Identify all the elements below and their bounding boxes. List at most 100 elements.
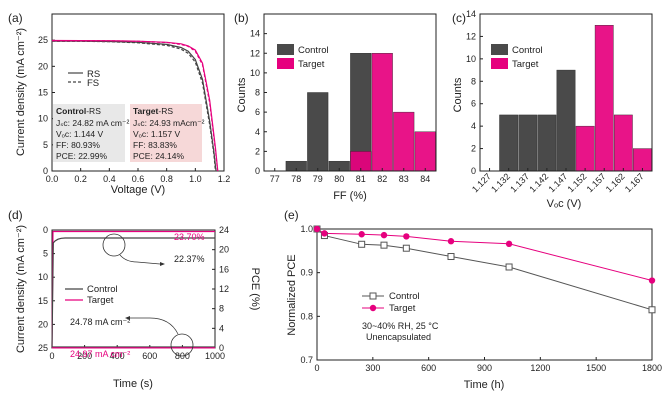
pce-arrowhead — [160, 262, 165, 266]
y-tick-label: 0 — [255, 166, 260, 176]
y-tick-label: 12 — [250, 48, 260, 58]
x-tick-label: 1.2 — [218, 174, 231, 184]
condition-note-1: 30~40% RH, 25 °C — [362, 321, 439, 331]
y-right-tick-label: 20 — [219, 245, 229, 255]
panel-d-xlabel: Time (s) — [113, 378, 153, 390]
x-tick-label: 0 — [49, 351, 54, 361]
y-tick-label: 0.9 — [300, 268, 313, 278]
voc-histogram-bars — [499, 25, 652, 172]
control-jsc-value: 24.78 mA cm⁻² — [70, 317, 130, 327]
aging-point-target — [505, 240, 513, 248]
x-tick-label: 1200 — [530, 363, 550, 373]
legend-target-label-c: Target — [512, 59, 539, 70]
bar-control-1.132 — [499, 114, 519, 172]
control-stats-title: Control-RS — [56, 106, 101, 116]
x-tick-label: 0.2 — [74, 174, 87, 184]
control-title: Control — [56, 106, 86, 116]
control-pce-value: 22.37% — [174, 254, 205, 264]
panel-a-xlabel: Voltage (V) — [111, 184, 165, 196]
y-tick-label: 25 — [38, 343, 48, 353]
legend-target-label-e: Target — [389, 303, 416, 314]
y-right-tick-label: 4 — [219, 323, 224, 333]
x-tick-label: 200 — [77, 351, 92, 361]
y-tick-label: 20 — [38, 319, 48, 329]
pce-zoom-circle — [102, 233, 126, 257]
x-tick-label: 1.132 — [489, 171, 512, 194]
bar-target-1.152 — [575, 125, 595, 172]
x-tick-label: 1.142 — [527, 171, 550, 194]
panel-c-ylabel: Counts — [452, 77, 464, 112]
x-tick-label: 300 — [365, 363, 380, 373]
control-pce-trace — [51, 237, 215, 349]
aging-point-target — [313, 225, 321, 233]
panel-a: (a) 0.0 0.2 0.4 0.6 0.8 1.0 1.2 0 5 10 15 20 25 Cont… — [8, 11, 230, 196]
aging-point-control — [358, 240, 366, 248]
target-stats-title: Target-RS — [133, 106, 173, 116]
legend-control-swatch — [277, 44, 294, 55]
x-tick-label: 1.157 — [585, 171, 608, 194]
y-tick-label: 8 — [255, 88, 260, 98]
aging-point-target — [321, 230, 328, 237]
x-tick-label: 84 — [420, 174, 430, 184]
y-tick-label: 10 — [38, 272, 48, 282]
target-ff: FF: 83.83% — [133, 140, 177, 150]
legend-fs-label: FS — [87, 78, 99, 89]
y-tick-label: 10 — [38, 114, 48, 124]
bar-control-1.137 — [518, 114, 538, 172]
x-tick-label: 0.6 — [132, 174, 145, 184]
legend-target-swatch — [277, 58, 294, 69]
legend-control-label-d: Control — [87, 284, 118, 295]
x-tick-label: 0 — [314, 363, 319, 373]
legend-target-swatch-c — [491, 58, 508, 69]
legend-control-label-c: Control — [512, 45, 543, 56]
panel-b-xlabel: FF (%) — [333, 190, 367, 202]
x-tick-label: 82 — [377, 174, 387, 184]
panel-e-xlabel: Time (h) — [464, 379, 505, 391]
x-tick-label: 80 — [334, 174, 344, 184]
panel-c-label: (c) — [452, 11, 466, 25]
aging-point-control — [505, 263, 513, 271]
panel-a-label: (a) — [8, 11, 23, 25]
y-tick-label: 15 — [38, 296, 48, 306]
panel-e-ticks: 0 300 600 900 1200 1500 1800 0.7 0.8 0.9 1.0 — [300, 224, 662, 373]
x-tick-label: 1.162 — [604, 171, 627, 194]
aging-point-target — [358, 231, 365, 238]
y-tick-label: 14 — [250, 29, 260, 39]
legend-target-label: Target — [298, 59, 325, 70]
condition-note-2: Unencapsulated — [366, 332, 431, 342]
panel-b-ticks: 77 78 79 80 81 82 83 84 0 2 4 6 8 10 12 14 — [250, 29, 430, 184]
panel-c: (c) 1.1271.1321.1371.1421.1471.1521.1571… — [452, 9, 653, 210]
aging-point-target — [447, 238, 455, 245]
target-stats-box — [130, 104, 202, 162]
target-pce-value: 23.70% — [174, 232, 205, 242]
legend-rs-label: RS — [87, 69, 100, 80]
x-tick-label: 400 — [110, 351, 125, 361]
y-tick-label: 6 — [255, 107, 260, 117]
x-tick-label: 83 — [399, 174, 409, 184]
y-tick-label: 0.7 — [300, 355, 313, 365]
y-right-tick-label: 0 — [219, 343, 224, 353]
aging-curves — [313, 225, 656, 314]
panel-e-ylabel: Normalized PCE — [286, 254, 298, 335]
legend-control-swatch-c — [491, 44, 508, 55]
legend-target-marker-e — [369, 304, 377, 312]
x-tick-label: 1.167 — [623, 171, 646, 194]
x-tick-label: 0.0 — [46, 174, 59, 184]
x-tick-label: 1500 — [586, 363, 606, 373]
y-tick-label: 2 — [471, 144, 476, 154]
y-tick-label: 14 — [466, 9, 476, 19]
x-tick-label: 1.0 — [189, 174, 202, 184]
bar-target-1.157 — [594, 25, 614, 172]
jv-curve-target-fs — [52, 40, 219, 172]
jv-curve-control-fs — [51, 40, 216, 172]
aging-point-control — [648, 306, 656, 314]
y-right-tick-label: 8 — [219, 304, 224, 314]
y-right-tick-label: 16 — [219, 264, 229, 274]
jsc-arrowhead — [125, 316, 130, 320]
aging-point-target — [648, 277, 656, 284]
y-tick-label: 5 — [43, 140, 48, 150]
panel-d-label: (d) — [8, 208, 23, 222]
